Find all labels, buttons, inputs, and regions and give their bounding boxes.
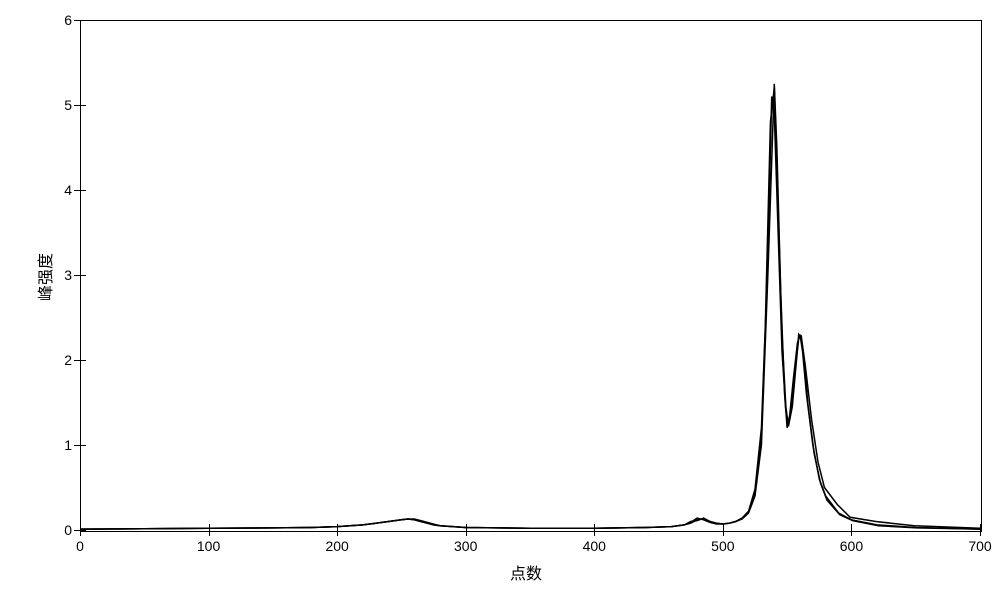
xtick-label: 700: [968, 538, 991, 554]
ytick-mark-inner: [80, 445, 86, 446]
xtick-label: 500: [711, 538, 734, 554]
ytick-mark-inner: [80, 360, 86, 361]
xtick-mark: [851, 530, 852, 536]
xtick-mark-inner: [594, 524, 595, 530]
xtick-mark-inner: [851, 524, 852, 530]
series-curve2: [80, 97, 980, 530]
ytick-mark-inner: [80, 275, 86, 276]
ytick-label: 2: [52, 352, 72, 368]
ytick-label: 5: [52, 97, 72, 113]
xtick-mark: [209, 530, 210, 536]
ytick-label: 3: [52, 267, 72, 283]
chart-svg: [0, 0, 1000, 593]
ytick-label: 6: [52, 12, 72, 28]
xtick-mark-inner: [209, 524, 210, 530]
xtick-mark-inner: [723, 524, 724, 530]
xtick-mark: [980, 530, 981, 536]
xtick-mark-inner: [466, 524, 467, 530]
ytick-label: 0: [52, 522, 72, 538]
ytick-mark-inner: [80, 190, 86, 191]
xtick-label: 100: [197, 538, 220, 554]
x-axis-label: 点数: [510, 560, 542, 584]
xtick-mark: [594, 530, 595, 536]
xtick-label: 600: [840, 538, 863, 554]
ytick-mark-inner: [80, 105, 86, 106]
xtick-mark-inner: [980, 524, 981, 530]
xtick-label: 200: [325, 538, 348, 554]
chart-container: 峰强度 点数 01002003004005006007000123456: [0, 0, 1000, 593]
xtick-mark: [466, 530, 467, 536]
xtick-label: 0: [76, 538, 84, 554]
xtick-mark-inner: [337, 524, 338, 530]
xtick-label: 400: [583, 538, 606, 554]
series-curve3: [80, 88, 980, 529]
series-curve1: [80, 84, 980, 529]
xtick-label: 300: [454, 538, 477, 554]
ytick-mark-inner: [80, 530, 86, 531]
ytick-mark-inner: [80, 20, 86, 21]
ytick-label: 4: [52, 182, 72, 198]
ytick-label: 1: [52, 437, 72, 453]
xtick-mark: [337, 530, 338, 536]
xtick-mark: [723, 530, 724, 536]
